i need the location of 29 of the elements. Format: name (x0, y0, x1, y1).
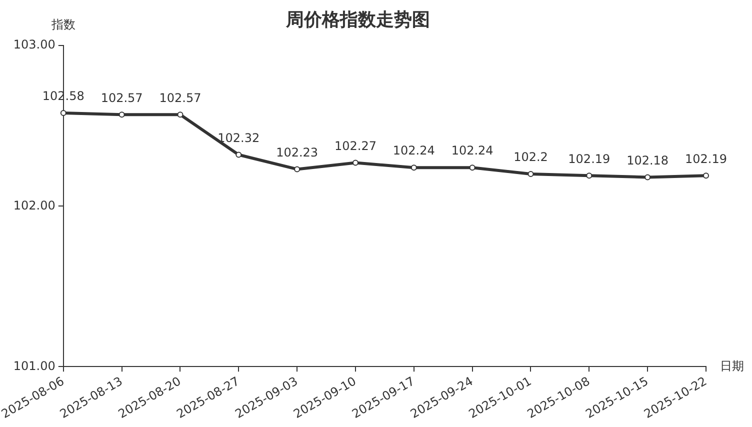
data-label: 102.24 (392, 144, 435, 158)
point (469, 164, 476, 171)
point (118, 112, 125, 118)
data-label: 102.23 (276, 145, 318, 160)
x-axis-title: 日期 (720, 358, 744, 373)
chart-title: 周价格指数走势图 (285, 9, 430, 30)
y-axis-title: 指数 (50, 18, 76, 32)
point (177, 112, 184, 118)
point (703, 172, 709, 179)
point (644, 174, 651, 180)
point (60, 110, 66, 116)
y-tick-label: 101.00 (13, 358, 56, 373)
y-tick-label: 103.00 (13, 38, 56, 52)
data-label: 102.27 (334, 138, 376, 153)
point (352, 160, 358, 166)
point (528, 171, 534, 178)
data-label: 102.24 (451, 144, 494, 158)
point (294, 166, 300, 172)
data-label: 102.32 (218, 130, 260, 145)
point (236, 152, 242, 158)
data-label: 102.18 (626, 153, 669, 168)
data-label: 102.2 (514, 150, 548, 164)
point (586, 172, 592, 179)
point (410, 164, 417, 171)
data-label: 102.57 (100, 90, 143, 105)
data-label: 102.57 (159, 90, 202, 105)
data-label: 102.19 (685, 152, 727, 166)
data-label: 102.19 (568, 152, 610, 166)
y-tick-label: 102.00 (13, 198, 56, 212)
